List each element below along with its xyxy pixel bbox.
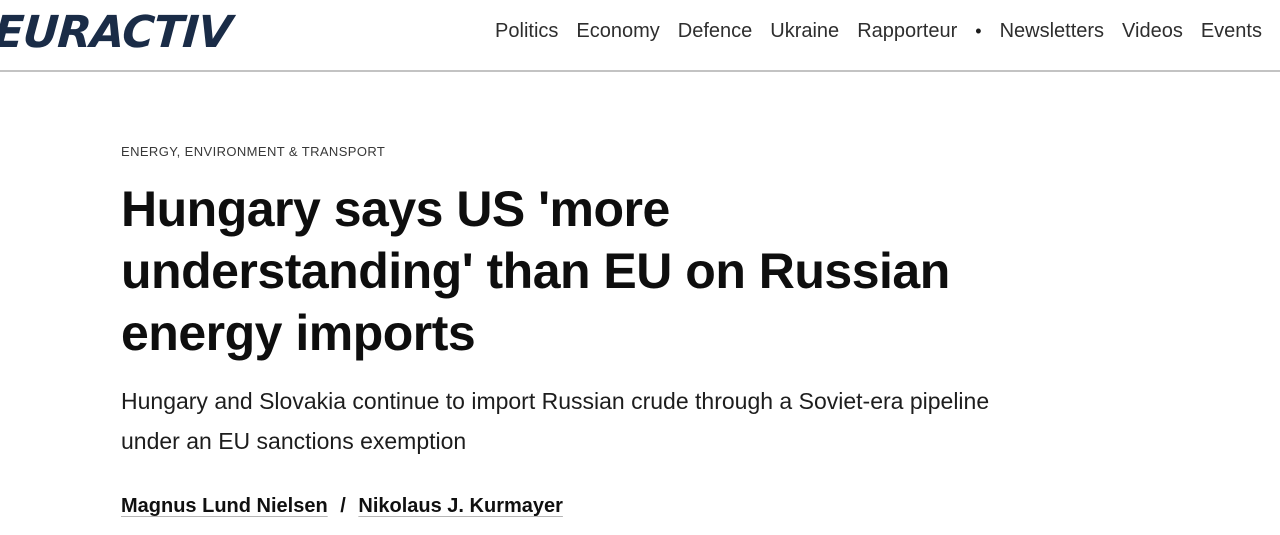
nav-separator-dot-icon: • — [975, 21, 982, 41]
headline-line-1: Hungary says US 'more — [121, 181, 670, 237]
nav-item-politics[interactable]: Politics — [495, 19, 559, 42]
author-link-nikolaus-kurmayer[interactable]: Nikolaus J. Kurmayer — [358, 495, 563, 517]
headline-line-3: energy imports — [121, 305, 476, 361]
subtitle-line-2: under an EU sanctions exemption — [121, 428, 467, 454]
article-headline: Hungary says US 'more understanding' tha… — [121, 178, 1190, 364]
article-category[interactable]: ENERGY, ENVIRONMENT & TRANSPORT — [121, 144, 386, 159]
nav-item-rapporteur[interactable]: Rapporteur — [857, 19, 958, 42]
euractiv-logo[interactable]: EURACTIV — [0, 6, 233, 58]
nav-item-economy[interactable]: Economy — [576, 19, 660, 42]
article-byline: Magnus Lund Nielsen / Nikolaus J. Kurmay… — [121, 495, 1190, 518]
site-header: EURACTIV Politics Economy Defence Ukrain… — [0, 0, 1280, 72]
main-nav: Politics Economy Defence Ukraine Rapport… — [495, 20, 1280, 43]
article-subtitle: Hungary and Slovakia continue to import … — [121, 381, 1190, 461]
author-link-magnus-lund-nielsen[interactable]: Magnus Lund Nielsen — [121, 495, 328, 517]
nav-item-newsletters[interactable]: Newsletters — [999, 19, 1105, 42]
article-main: ENERGY, ENVIRONMENT & TRANSPORT Hungary … — [0, 144, 1280, 518]
nav-item-videos[interactable]: Videos — [1122, 19, 1183, 42]
headline-line-2: understanding' than EU on Russian — [121, 243, 950, 299]
nav-item-defence[interactable]: Defence — [677, 19, 753, 42]
author-separator: / — [340, 495, 346, 517]
nav-item-events[interactable]: Events — [1200, 19, 1262, 42]
nav-item-ukraine[interactable]: Ukraine — [770, 19, 840, 42]
subtitle-line-1: Hungary and Slovakia continue to import … — [121, 388, 990, 414]
